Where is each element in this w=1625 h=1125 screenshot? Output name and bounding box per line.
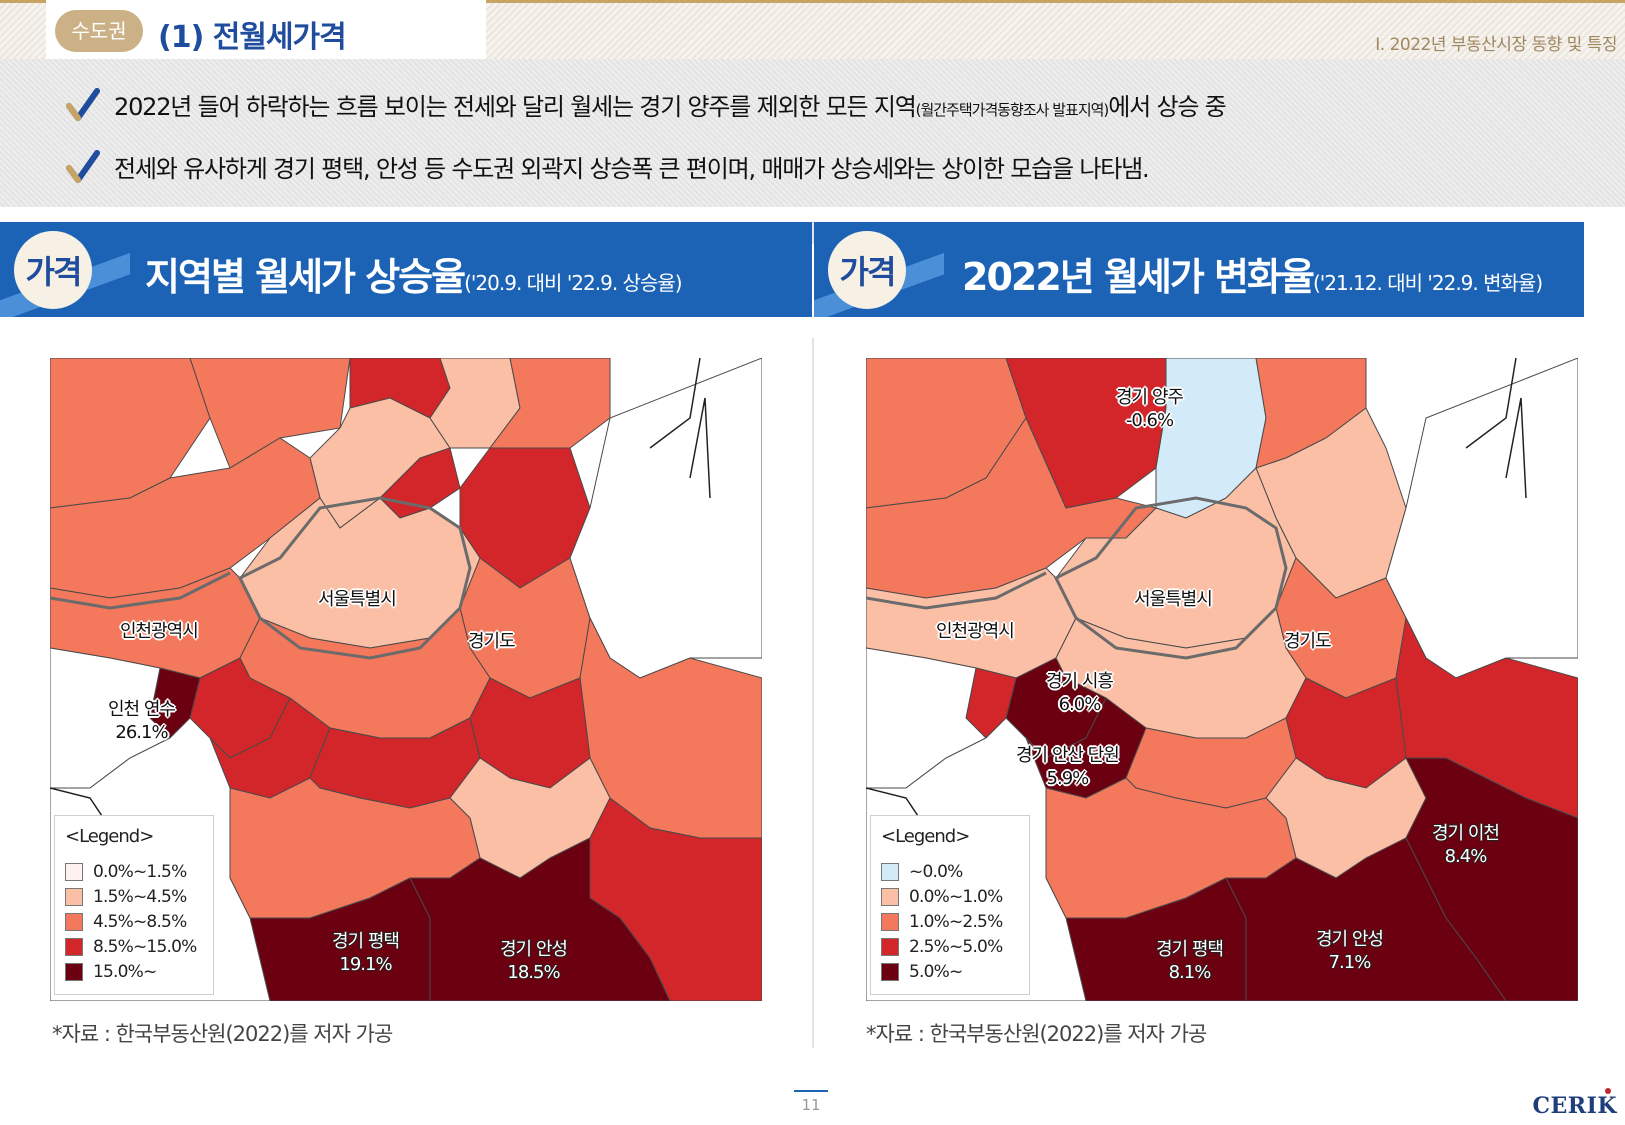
incheon-label: 인천광역시 — [120, 621, 199, 642]
legend-item: 8.5%~15.0% — [65, 934, 203, 959]
left-panel-banner: 가격 지역별 월세가 상승율('20.9. 대비 '22.9. 상승율) — [0, 222, 812, 317]
bullet-1-text: 2022년 들어 하락하는 흐름 보이는 전세와 달리 월세는 경기 양주를 제… — [114, 93, 917, 121]
summary-bullet-1: 2022년 들어 하락하는 흐름 보이는 전세와 달리 월세는 경기 양주를 제… — [66, 87, 1227, 122]
legend-item: 5.0%~ — [881, 959, 1019, 984]
right-map-legend: <Legend> ~0.0% 0.0%~1.0% 1.0%~2.5% 2.5%~… — [870, 815, 1030, 995]
bullet-1-note: (월간주택가격동향조사 발표지역) — [915, 101, 1110, 119]
right-panel-banner: 가격 2022년 월세가 변화율('21.12. 대비 '22.9. 변화율) — [814, 222, 1584, 317]
logo-dot-icon — [1605, 1088, 1611, 1094]
section-title: (1) 전월세가격 — [158, 20, 347, 55]
legend-swatch — [65, 912, 83, 931]
legend-title: <Legend> — [65, 826, 154, 847]
right-source-note: *자료 : 한국부동산원(2022)를 저자 가공 — [866, 1022, 1207, 1046]
highlight-label: 경기 평택 19.1% — [332, 931, 400, 976]
gyeonggi-label: 경기도 — [468, 631, 516, 652]
legend-item: ~0.0% — [881, 859, 1019, 884]
legend-item: 0.0%~1.0% — [881, 884, 1019, 909]
legend-swatch — [65, 962, 83, 981]
legend-item: 2.5%~5.0% — [881, 934, 1019, 959]
highlight-label: 경기 이천 8.4% — [1432, 823, 1500, 868]
page-number: 11 — [801, 1096, 821, 1114]
highlight-label: 경기 양주 -0.6% — [1116, 387, 1184, 432]
summary-bullet-2: 전세와 유사하게 경기 평택, 안성 등 수도권 외곽지 상승폭 큰 편이며, … — [66, 149, 1150, 184]
legend-swatch — [65, 862, 83, 881]
legend-item: 4.5%~8.5% — [65, 909, 203, 934]
summary-box — [0, 59, 1625, 207]
category-pill: 수도권 — [55, 10, 143, 52]
left-panel-title: 지역별 월세가 상승율('20.9. 대비 '22.9. 상승율) — [145, 246, 683, 301]
legend-title: <Legend> — [881, 826, 970, 847]
highlight-label: 경기 안산 단원 5.9% — [1016, 745, 1120, 790]
seoul-label: 서울특별시 — [1134, 589, 1213, 610]
page-mark — [794, 1090, 828, 1092]
left-subtitle: ('20.9. 대비 '22.9. 상승율) — [464, 271, 682, 295]
check-icon — [66, 87, 100, 121]
highlight-label: 경기 안성 18.5% — [500, 939, 568, 984]
left-map-legend: <Legend> 0.0%~1.5% 1.5%~4.5% 4.5%~8.5% 8… — [54, 815, 214, 995]
running-head: Ⅰ. 2022년 부동산시장 동향 및 특징 — [1375, 35, 1617, 55]
legend-item: 1.5%~4.5% — [65, 884, 203, 909]
right-map-graphic — [866, 358, 1578, 1001]
legend-swatch — [881, 912, 899, 931]
bullet-1-tail: 에서 상승 중 — [1108, 93, 1226, 121]
legend-swatch — [65, 887, 83, 906]
left-source-note: *자료 : 한국부동산원(2022)를 저자 가공 — [52, 1022, 393, 1046]
left-title-text: 지역별 월세가 상승율 — [145, 255, 466, 299]
legend-swatch — [881, 887, 899, 906]
price-badge: 가격 — [14, 231, 92, 309]
right-subtitle: ('21.12. 대비 '22.9. 변화율) — [1312, 271, 1543, 295]
right-title-text: 2022년 월세가 변화율 — [962, 255, 1315, 299]
highlight-label: 인천 연수 26.1% — [108, 699, 176, 744]
highlight-label: 경기 안성 7.1% — [1316, 929, 1384, 974]
gyeonggi-label: 경기도 — [1284, 631, 1332, 652]
legend-item: 1.0%~2.5% — [881, 909, 1019, 934]
highlight-label: 경기 시흥 6.0% — [1046, 671, 1114, 716]
banner-divider — [812, 222, 814, 244]
legend-item: 15.0%~ — [65, 959, 203, 984]
price-badge: 가격 — [828, 231, 906, 309]
cerik-logo: CERIK — [1532, 1093, 1617, 1119]
highlight-label: 경기 평택 8.1% — [1156, 939, 1224, 984]
check-icon — [66, 149, 100, 183]
legend-swatch — [881, 862, 899, 881]
incheon-label: 인천광역시 — [936, 621, 1015, 642]
legend-swatch — [65, 937, 83, 956]
legend-swatch — [881, 962, 899, 981]
legend-item: 0.0%~1.5% — [65, 859, 203, 884]
bullet-2-text: 전세와 유사하게 경기 평택, 안성 등 수도권 외곽지 상승폭 큰 편이며, … — [114, 155, 1150, 183]
right-panel-title: 2022년 월세가 변화율('21.12. 대비 '22.9. 변화율) — [962, 246, 1543, 301]
legend-swatch — [881, 937, 899, 956]
seoul-label: 서울특별시 — [318, 589, 397, 610]
panel-divider — [812, 338, 814, 1048]
top-accent-line — [0, 0, 1625, 3]
